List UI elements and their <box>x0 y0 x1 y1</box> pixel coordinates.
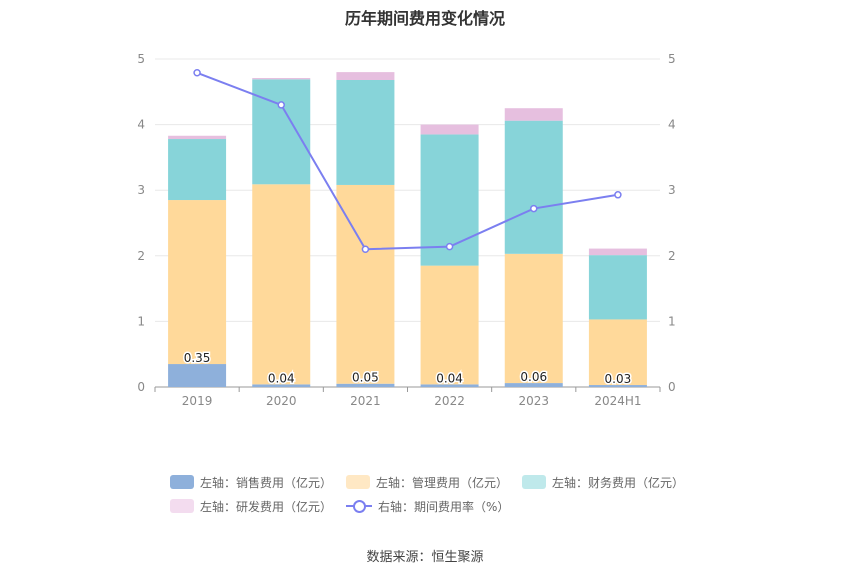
line-point <box>530 204 538 213</box>
legend-item-admin[interactable]: 左轴：管理费用（亿元） <box>346 474 508 491</box>
bar-segment <box>420 384 479 387</box>
legend-label-rnd: 左轴：研发费用（亿元） <box>200 499 333 514</box>
line-point <box>614 191 622 199</box>
bar-segment <box>588 255 647 320</box>
y-right-tick-label: 3 <box>668 183 676 197</box>
bar-segment <box>252 184 311 385</box>
line-series <box>193 69 622 253</box>
bar-series <box>168 72 647 387</box>
y-right-tick-label: 0 <box>668 380 676 394</box>
y-left-tick-label: 3 <box>137 183 145 197</box>
bar-segment <box>252 384 311 387</box>
bar-data-label: 0.04 <box>436 371 463 385</box>
y-right-tick-label: 2 <box>668 249 676 263</box>
y-left-tick-label: 0 <box>137 380 145 394</box>
data-labels: 0.35 0.04 0.05 0.04 0.06 0.03 <box>182 350 633 388</box>
bar-segment <box>588 248 647 256</box>
legend-item-rnd[interactable]: 左轴：研发费用（亿元） <box>170 498 332 515</box>
bar-segment <box>336 72 395 80</box>
grid-lines <box>155 58 660 322</box>
bar-segment <box>168 364 227 387</box>
legend-item-sales[interactable]: 左轴：销售费用（亿元） <box>170 474 332 491</box>
legend-item-finance[interactable]: 左轴：财务费用（亿元） <box>522 474 684 491</box>
line-point <box>193 69 201 77</box>
legend-label-sales: 左轴：销售费用（亿元） <box>200 475 333 490</box>
line-point <box>277 101 285 109</box>
bar-segment <box>252 78 311 80</box>
bar-segment <box>336 383 395 387</box>
line-point <box>445 242 454 251</box>
legend: 左轴：销售费用（亿元） 左轴：管理费用（亿元） 左轴：财务费用（亿元） 左轴：研… <box>170 470 690 518</box>
legend-label-finance: 左轴：财务费用（亿元） <box>552 475 685 490</box>
legend-swatch-sales <box>170 475 194 489</box>
y-right-tick-label: 5 <box>668 52 676 66</box>
y-left-tick-label: 5 <box>137 52 145 66</box>
y-right-tick-label: 4 <box>668 118 676 132</box>
bar-segment <box>504 120 563 254</box>
legend-swatch-rnd <box>170 499 194 513</box>
legend-item-expense-rate[interactable]: 右轴：期间费用率（%） <box>346 498 509 515</box>
y-left-tick-label: 2 <box>137 249 145 263</box>
bar-segment <box>336 184 395 384</box>
x-tick-label: 2022 <box>434 394 465 408</box>
bar-segment <box>336 79 395 185</box>
chart-plot: 0 1 2 3 4 5 0 1 2 3 4 5 2019 2020 2021 2022 2023 2024H1 0… <box>137 52 675 408</box>
expense-rate-line <box>196 71 619 251</box>
legend-row-1: 左轴：销售费用（亿元） 左轴：管理费用（亿元） 左轴：财务费用（亿元） <box>170 470 690 494</box>
bar-segment <box>588 319 647 386</box>
axes: 0 1 2 3 4 5 0 1 2 3 4 5 2019 2020 2021 2022 2023 2024H1 <box>137 52 675 408</box>
chart-title: 历年期间费用变化情况 <box>344 9 505 28</box>
y-left-tick-label: 1 <box>137 314 145 328</box>
bar-data-label: 0.35 <box>184 351 211 365</box>
bar-segment <box>504 383 563 387</box>
legend-swatch-finance <box>522 475 547 489</box>
bar-segment <box>168 200 227 365</box>
bar-data-label: 0.06 <box>520 370 547 384</box>
y-left-tick-label: 4 <box>137 118 145 132</box>
bar-segment <box>420 124 479 135</box>
x-tick-label: 2019 <box>182 394 213 408</box>
x-tick-label: 2021 <box>350 394 381 408</box>
legend-label-admin: 左轴：管理费用（亿元） <box>376 475 509 490</box>
x-tick-label: 2020 <box>266 394 297 408</box>
bar-segment <box>420 265 479 385</box>
legend-label-expense-rate: 右轴：期间费用率（%） <box>378 499 510 514</box>
y-right-tick-label: 1 <box>668 314 676 328</box>
line-point <box>361 245 370 253</box>
bar-data-label: 0.03 <box>605 372 632 386</box>
legend-swatch-admin <box>346 475 371 489</box>
bar-segment <box>168 139 227 201</box>
legend-line-icon <box>346 499 373 513</box>
data-source: 数据来源：恒生聚源 <box>366 550 484 565</box>
bar-segment <box>588 385 647 387</box>
bar-segment <box>504 108 563 121</box>
bar-data-label: 0.04 <box>268 371 295 385</box>
legend-row-2: 左轴：研发费用（亿元） 右轴：期间费用率（%） <box>170 494 690 518</box>
x-tick-label: 2024H1 <box>594 394 641 408</box>
bar-segment <box>504 253 563 384</box>
x-tick-label: 2023 <box>518 394 549 408</box>
bar-segment <box>168 135 227 140</box>
bar-segment <box>252 79 311 185</box>
bar-data-label: 0.05 <box>352 371 379 385</box>
